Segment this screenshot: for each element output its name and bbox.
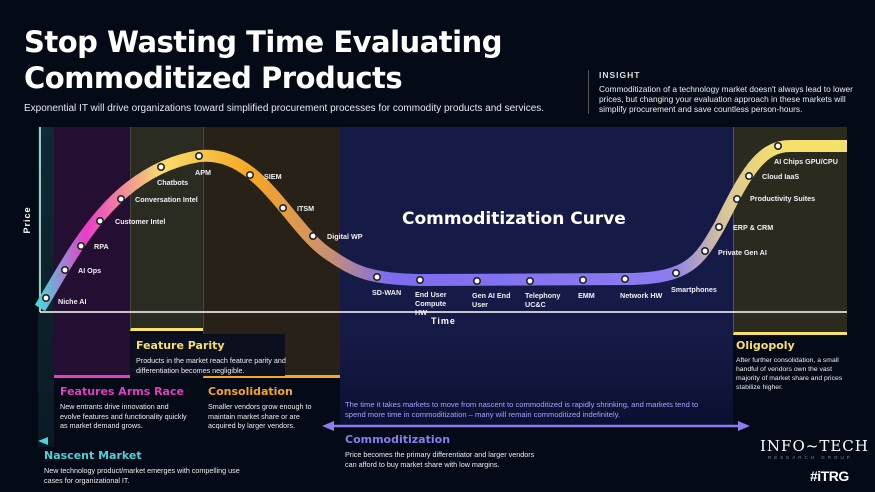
stage-commoditization: Commoditization Price becomes the primary… (345, 433, 545, 469)
commoditization-curve (34, 140, 847, 312)
curve-point (744, 172, 753, 181)
stage-title: Oligopoly (736, 339, 795, 352)
stage-desc: Smaller vendors grow enough to maintain … (208, 402, 312, 430)
curve-point (60, 265, 69, 274)
curve-point (77, 242, 86, 251)
curve-title: Commoditization Curve (402, 209, 626, 229)
point-label: Telephony UC&C (525, 291, 561, 309)
point-label: AI Chips GPU/CPU (774, 157, 838, 166)
insight-body: Commoditization of a technology market d… (599, 84, 853, 114)
stage-title: Features Arms Race (60, 385, 184, 398)
point-label: Customer Intel (115, 217, 166, 226)
point-label: ERP & CRM (733, 223, 774, 232)
x-axis-label: Time (431, 316, 456, 326)
infotech-logo-sub: RESEARCH GROUP (768, 455, 853, 460)
nascent-arrow-head (38, 437, 48, 445)
stage-title: Consolidation (208, 385, 293, 398)
point-label: Cloud IaaS (762, 172, 800, 181)
curve-point (620, 274, 629, 283)
curve-point (372, 272, 381, 281)
y-axis-label: Price (22, 206, 32, 233)
point-label: SD-WAN (372, 288, 402, 297)
stage-oligopoly: Oligopoly After further consolidation, a … (736, 339, 848, 392)
parity-desc-bg (130, 334, 285, 376)
insight-box: INSIGHT Commoditization of a technology … (588, 70, 858, 114)
stage-desc: Price becomes the primary differentiator… (345, 450, 535, 469)
point-label: AI Ops (78, 266, 102, 275)
title-line-1: Stop Wasting Time Evaluating (24, 25, 502, 59)
stage-desc: Products in the market reach feature par… (136, 356, 286, 375)
point-label: Niche AI (58, 297, 87, 306)
curve-point (278, 204, 287, 213)
point-label: Digital WP (327, 232, 363, 241)
arrow-left-head (322, 421, 334, 431)
curve-point (41, 293, 50, 302)
point-label: End User Compute HW (415, 290, 447, 317)
curve-point (415, 275, 424, 284)
point-label: Network HW (620, 291, 663, 300)
insight-heading: INSIGHT (599, 70, 641, 80)
point-label: Smartphones (671, 285, 717, 294)
stage-desc: After further consolidation, a small han… (736, 357, 843, 391)
curve-point (195, 152, 204, 161)
curve-point (308, 232, 317, 241)
curve-point (714, 223, 723, 232)
point-label: Chatbots (157, 178, 189, 187)
curve-point (773, 142, 782, 151)
curve-point (157, 163, 166, 172)
arrow-right-head (738, 421, 750, 431)
stage-title: Nascent Market (44, 449, 142, 462)
stage-arms-race: Features Arms Race New entrants drive inn… (60, 385, 190, 431)
curve-point (96, 217, 105, 226)
point-label: EMM (578, 291, 595, 300)
stage-title: Commoditization (345, 433, 451, 446)
stage-desc: New entrants drive innovation and evolve… (60, 402, 187, 430)
curve-point (700, 247, 709, 256)
stage-title: Feature Parity (136, 339, 225, 352)
curve-point (246, 171, 255, 180)
point-label: Productivity Suites (750, 194, 816, 203)
point-label: Conversation Intel (135, 195, 198, 204)
point-label: Private Gen AI (718, 248, 767, 257)
itrg-tag: #iTRG (810, 468, 849, 484)
curve-point (525, 276, 534, 285)
curve-point (117, 195, 126, 204)
curve-point (472, 276, 481, 285)
subtitle: Exponential IT will drive organizations … (24, 103, 545, 114)
point-label: Gen AI End User (472, 291, 511, 309)
point-label: SIEM (264, 172, 282, 181)
commoditization-note: The time it takes markets to move from n… (345, 400, 699, 419)
point-label: RPA (94, 242, 109, 251)
curve-point (732, 195, 741, 204)
curve-point (578, 275, 587, 284)
stage-consolidation: Consolidation Smaller vendors grow enough… (208, 385, 320, 431)
stage-nascent: Nascent Market New technology product/mar… (44, 449, 244, 485)
point-label: APM (195, 168, 211, 177)
page-title: Stop Wasting Time Evaluating Commoditized… (24, 24, 502, 96)
stage-parity: Feature Parity Products in the market rea… (136, 339, 286, 375)
point-label: ITSM (297, 204, 315, 213)
title-line-2: Commoditized Products (24, 61, 403, 95)
curve-point (671, 268, 680, 277)
infotech-logo: INFO~TECH (760, 437, 869, 455)
stage-desc: New technology product/market emerges wi… (44, 466, 240, 485)
